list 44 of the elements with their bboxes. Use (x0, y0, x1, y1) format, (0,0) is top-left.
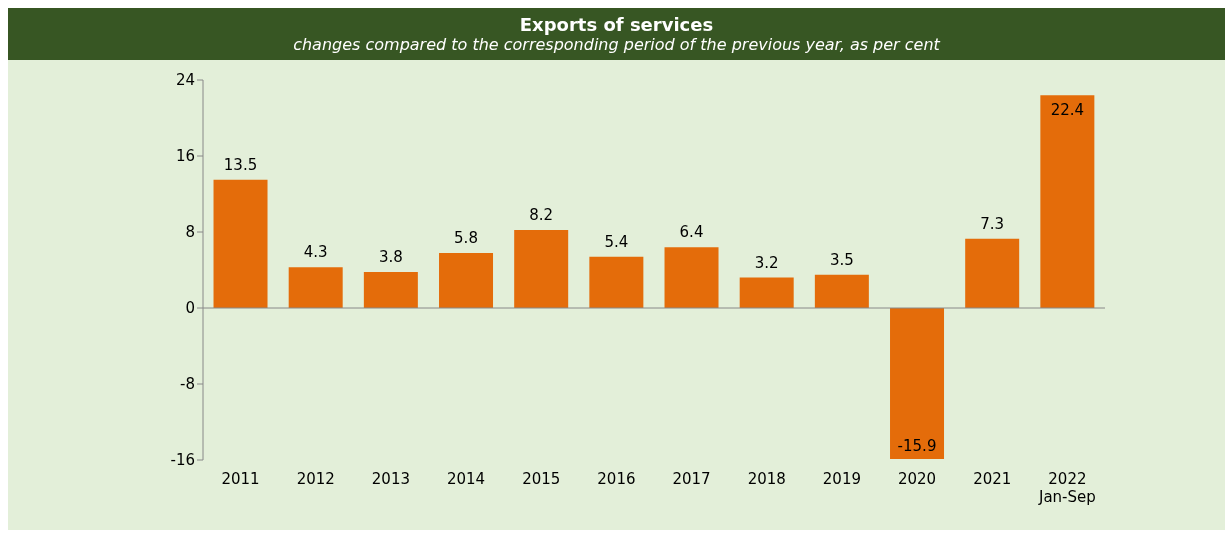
data-label: 22.4 (1050, 101, 1085, 120)
chart-subtitle: changes compared to the corresponding period of the previous year, as per cent (292, 35, 942, 54)
y-tick-label: 8 (185, 223, 195, 242)
data-label: 3.5 (829, 250, 854, 269)
y-tick-label: -16 (170, 451, 195, 470)
bar (664, 247, 719, 308)
data-label: 4.3 (303, 243, 328, 262)
x-tick-label: 2013 (371, 470, 411, 488)
x-tick-label: 2019 (822, 470, 862, 488)
y-tick-label: 0 (185, 299, 195, 318)
x-tick-label: 2011 (221, 470, 260, 488)
bar (363, 271, 418, 308)
data-label: 5.4 (604, 232, 629, 251)
bar (514, 230, 569, 308)
data-label: 6.4 (679, 223, 704, 242)
data-label: 3.8 (378, 247, 403, 266)
data-label: 8.2 (529, 206, 554, 225)
x-tick-label: 2020 (897, 470, 937, 488)
bar (1040, 95, 1095, 308)
bar (814, 274, 869, 308)
bar (288, 267, 343, 308)
data-label: 3.2 (754, 253, 779, 272)
bar (890, 308, 945, 460)
x-tick-label: 2015 (522, 470, 561, 488)
data-label: 13.5 (223, 155, 258, 174)
bar (589, 256, 644, 308)
bar (439, 252, 494, 308)
y-tick-label: 24 (175, 71, 195, 90)
data-label: 5.8 (454, 228, 478, 247)
data-label: 7.3 (980, 214, 1005, 233)
x-tick-label: 2021 (973, 470, 1012, 488)
x-tick-label: 2016 (597, 470, 636, 488)
x-tick-label: 2018 (747, 470, 786, 488)
x-tick-label: 2022 Jan-Sep (1038, 470, 1096, 506)
x-tick-label: 2014 (446, 470, 486, 488)
data-label: -15.9 (897, 437, 937, 456)
bar (739, 277, 794, 308)
x-tick-label: 2012 (296, 470, 335, 488)
bar (965, 238, 1020, 308)
bar (213, 179, 268, 308)
x-tick-label: 2017 (672, 470, 711, 488)
chart-title: Exports of services (518, 14, 715, 35)
y-tick-label: -8 (180, 375, 195, 394)
y-tick-label: 16 (175, 147, 195, 166)
